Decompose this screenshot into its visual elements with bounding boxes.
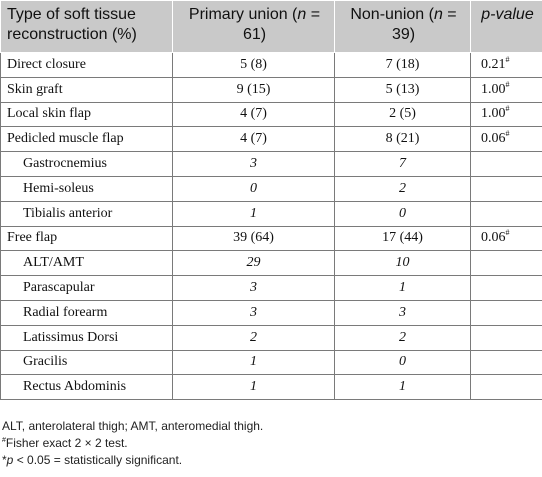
primary-union-value: 3 xyxy=(172,275,335,301)
table-row: Rectus Abdominis 1 1 xyxy=(0,374,542,401)
p-value: 0.21# xyxy=(470,52,542,78)
non-union-value: 2 (5) xyxy=(334,101,471,128)
p-value xyxy=(470,175,542,202)
table-row: Free flap 39 (64) 17 (44) 0.06# xyxy=(0,225,542,252)
primary-union-value: 1 xyxy=(172,349,335,376)
row-label: Pedicled muscle flap xyxy=(0,126,173,153)
table-row: Local skin flap 4 (7) 2 (5) 1.00# xyxy=(0,101,542,128)
primary-union-value: 0 xyxy=(172,175,335,202)
row-label: Latissimus Dorsi xyxy=(0,324,173,351)
p-value xyxy=(470,200,542,227)
row-label: Radial forearm xyxy=(0,299,173,326)
footnote-significance: *p < 0.05 = statistically significant. xyxy=(2,453,183,467)
row-label: Tibialis anterior xyxy=(0,200,173,227)
reconstruction-table: Type of soft tissue reconstruction (%) P… xyxy=(0,0,542,401)
primary-union-value: 29 xyxy=(172,250,335,277)
row-label: Free flap xyxy=(0,225,173,252)
footnote-fisher: #Fisher exact 2 × 2 test. xyxy=(2,436,128,450)
non-union-value: 8 (21) xyxy=(334,126,471,153)
non-union-value: 10 xyxy=(334,250,471,277)
primary-union-value: 9 (15) xyxy=(172,76,335,103)
table-footnotes: ALT, anterolateral thigh; AMT, anteromed… xyxy=(2,418,263,469)
row-label: Direct closure xyxy=(0,52,173,78)
p-value xyxy=(470,374,542,401)
table-row: Skin graft 9 (15) 5 (13) 1.00# xyxy=(0,76,542,103)
primary-union-value: 1 xyxy=(172,374,335,401)
p-value xyxy=(470,299,542,326)
primary-union-value: 4 (7) xyxy=(172,126,335,153)
non-union-value: 0 xyxy=(334,349,471,376)
p-value: 0.06# xyxy=(470,126,542,153)
footnote-abbreviations: ALT, anterolateral thigh; AMT, anteromed… xyxy=(2,419,264,433)
row-label: Local skin flap xyxy=(0,101,173,128)
p-value: 0.06# xyxy=(470,225,542,252)
table-row: Gastrocnemius 3 7 xyxy=(0,151,542,177)
non-union-value: 1 xyxy=(334,374,471,401)
p-value xyxy=(470,151,542,177)
non-union-value: 2 xyxy=(334,324,471,351)
row-label: Skin graft xyxy=(0,76,173,103)
non-union-value: 5 (13) xyxy=(334,76,471,103)
primary-union-value: 3 xyxy=(172,299,335,326)
table-row: Hemi-soleus 0 2 xyxy=(0,175,542,202)
non-union-value: 2 xyxy=(334,175,471,202)
non-union-value: 17 (44) xyxy=(334,225,471,252)
row-label: Rectus Abdominis xyxy=(0,374,173,401)
p-value: 1.00# xyxy=(470,76,542,103)
primary-union-value: 39 (64) xyxy=(172,225,335,252)
p-value xyxy=(470,349,542,376)
non-union-value: 7 xyxy=(334,151,471,177)
row-label: Gastrocnemius xyxy=(0,151,173,177)
p-value xyxy=(470,250,542,277)
primary-union-value: 5 (8) xyxy=(172,52,335,78)
table-row: Latissimus Dorsi 2 2 xyxy=(0,324,542,351)
row-label: Parascapular xyxy=(0,275,173,301)
non-union-value: 7 (18) xyxy=(334,52,471,78)
row-label: ALT/AMT xyxy=(0,250,173,277)
row-label: Gracilis xyxy=(0,349,173,376)
header-non-union: Non-union (n = 39) xyxy=(334,0,471,53)
primary-union-value: 1 xyxy=(172,200,335,227)
table-header-row: Type of soft tissue reconstruction (%) P… xyxy=(0,0,542,53)
p-value: 1.00# xyxy=(470,101,542,128)
table-row: Parascapular 3 1 xyxy=(0,275,542,301)
non-union-value: 0 xyxy=(334,200,471,227)
row-label: Hemi-soleus xyxy=(0,175,173,202)
header-type: Type of soft tissue reconstruction (%) xyxy=(0,0,173,53)
p-value xyxy=(470,275,542,301)
table-row: Direct closure 5 (8) 7 (18) 0.21# xyxy=(0,52,542,78)
primary-union-value: 4 (7) xyxy=(172,101,335,128)
non-union-value: 3 xyxy=(334,299,471,326)
primary-union-value: 2 xyxy=(172,324,335,351)
header-p-value: p-value xyxy=(470,0,542,53)
table-row: Gracilis 1 0 xyxy=(0,349,542,376)
table-row: ALT/AMT 29 10 xyxy=(0,250,542,277)
header-primary-union: Primary union (n = 61) xyxy=(172,0,335,53)
table-row: Radial forearm 3 3 xyxy=(0,299,542,326)
table-row: Pedicled muscle flap 4 (7) 8 (21) 0.06# xyxy=(0,126,542,153)
p-value xyxy=(470,324,542,351)
table-container: Type of soft tissue reconstruction (%) P… xyxy=(0,0,542,401)
table-row: Tibialis anterior 1 0 xyxy=(0,200,542,227)
primary-union-value: 3 xyxy=(172,151,335,177)
non-union-value: 1 xyxy=(334,275,471,301)
